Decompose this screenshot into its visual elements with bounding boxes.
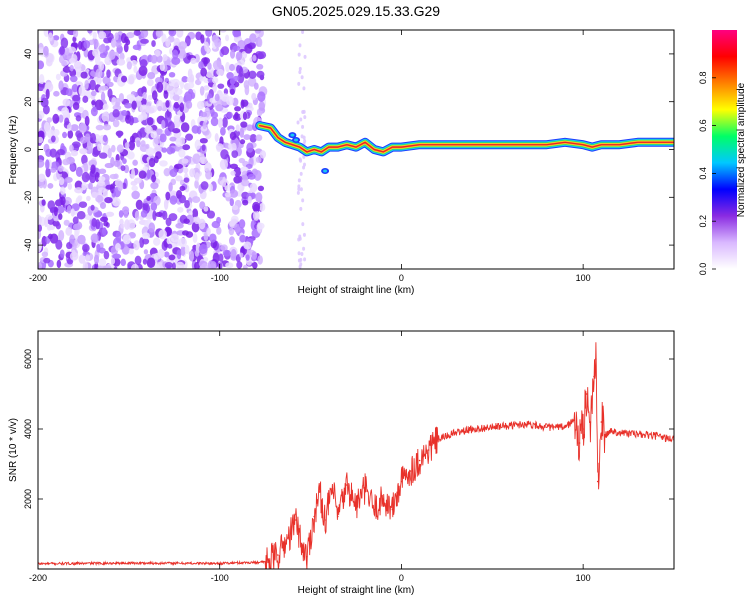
colorbar: 0.0 0.2 0.4 0.6 0.8 Normalized spectral ampl… bbox=[698, 30, 747, 275]
spectrogram-x-label: Height of straight line (km) bbox=[298, 285, 415, 296]
snr-point bbox=[337, 515, 339, 518]
snr-point bbox=[295, 519, 297, 521]
figure-title: GN05.2025.029.15.33.G29 bbox=[272, 3, 440, 19]
x-tick-label: -200 bbox=[29, 573, 47, 583]
spectrogram-x-ticks: -200 -100 0 100 bbox=[29, 30, 591, 283]
spectrogram-field bbox=[38, 30, 674, 269]
snr-plot-area bbox=[38, 331, 674, 569]
snr-point bbox=[585, 393, 588, 395]
spectral-blob-core bbox=[290, 133, 295, 137]
snr-point bbox=[346, 484, 348, 486]
spectrogram-y-ticks: -40 -20 0 20 40 bbox=[23, 49, 674, 252]
snr-point bbox=[264, 561, 266, 563]
snr-point bbox=[573, 419, 575, 422]
colorbar-tick-label: 0.6 bbox=[698, 119, 708, 132]
snr-point bbox=[427, 449, 430, 451]
snr-point bbox=[287, 536, 290, 539]
snr-point bbox=[391, 508, 394, 511]
y-tick-label: 6000 bbox=[23, 349, 33, 369]
y-tick-label: 2000 bbox=[23, 489, 33, 509]
snr-panel: -200 -100 0 100 2000 4000 6000 Height of stra… bbox=[8, 330, 675, 596]
spectral-blob-core bbox=[294, 138, 299, 142]
snr-point bbox=[400, 480, 403, 483]
snr-point bbox=[596, 480, 599, 483]
y-tick-label: 0 bbox=[23, 147, 33, 152]
snr-point bbox=[564, 426, 566, 429]
snr-y-ticks: 2000 4000 6000 bbox=[23, 349, 674, 509]
snr-point bbox=[446, 435, 448, 437]
snr-x-label: Height of straight line (km) bbox=[298, 585, 415, 596]
snr-point bbox=[595, 358, 597, 360]
snr-line bbox=[38, 342, 674, 569]
snr-series-layer bbox=[38, 342, 674, 569]
x-tick-label: 0 bbox=[399, 573, 404, 583]
x-tick-label: -100 bbox=[211, 273, 229, 283]
x-tick-label: 0 bbox=[399, 273, 404, 283]
snr-point bbox=[218, 562, 221, 565]
snr-point bbox=[655, 435, 657, 437]
snr-point bbox=[509, 424, 512, 427]
snr-point bbox=[582, 428, 584, 430]
x-tick-label: 100 bbox=[576, 273, 591, 283]
snr-point bbox=[593, 375, 595, 378]
snr-point bbox=[527, 422, 530, 425]
snr-point bbox=[409, 470, 412, 472]
snr-point bbox=[546, 426, 548, 429]
y-tick-label: 4000 bbox=[23, 419, 33, 439]
snr-point bbox=[436, 438, 439, 441]
colorbar-tick-label: 0.0 bbox=[698, 263, 708, 276]
snr-point bbox=[455, 431, 457, 434]
y-tick-label: 40 bbox=[23, 49, 33, 59]
x-tick-label: -200 bbox=[29, 273, 47, 283]
colorbar-ticks: 0.0 0.2 0.4 0.6 0.8 bbox=[698, 72, 716, 276]
snr-point bbox=[306, 555, 308, 558]
snr-point bbox=[277, 554, 279, 556]
snr-point bbox=[331, 487, 334, 490]
snr-point bbox=[618, 431, 621, 434]
colorbar-label: Normalized spectral amplitude bbox=[736, 82, 747, 217]
x-tick-label: 100 bbox=[576, 573, 591, 583]
snr-point bbox=[418, 459, 421, 462]
snr-point bbox=[300, 543, 303, 546]
snr-point bbox=[609, 429, 612, 432]
snr-point bbox=[382, 498, 385, 500]
colorbar-tick-label: 0.4 bbox=[698, 167, 708, 180]
snr-point bbox=[491, 426, 494, 429]
colorbar-tick-label: 0.8 bbox=[698, 72, 708, 85]
snr-point bbox=[318, 491, 321, 493]
snr-point bbox=[128, 562, 130, 564]
colorbar-tick-label: 0.2 bbox=[698, 215, 708, 228]
snr-point bbox=[604, 435, 606, 437]
snr-point bbox=[600, 421, 603, 423]
snr-point bbox=[636, 433, 639, 436]
snr-point bbox=[364, 487, 366, 490]
snr-y-label: SNR (10 * v/v) bbox=[8, 418, 19, 482]
snr-x-ticks: -200 -100 0 100 bbox=[29, 331, 591, 583]
snr-point bbox=[473, 428, 475, 430]
snr-point bbox=[578, 442, 581, 444]
x-tick-label: -100 bbox=[211, 573, 229, 583]
spectral-band-layer bbox=[259, 124, 674, 153]
snr-point bbox=[373, 508, 375, 511]
snr-point bbox=[324, 519, 326, 521]
snr-point bbox=[589, 421, 592, 423]
y-tick-label: -40 bbox=[23, 239, 33, 252]
spectrogram-y-label: Frequency (Hz) bbox=[8, 116, 19, 185]
colorbar-gradient bbox=[712, 30, 737, 269]
snr-point bbox=[313, 515, 316, 518]
y-tick-label: -20 bbox=[23, 191, 33, 204]
snr-point bbox=[355, 505, 357, 507]
snr-frame bbox=[37, 330, 675, 570]
spectral-blob-core bbox=[323, 169, 328, 173]
y-tick-label: 20 bbox=[23, 97, 33, 107]
